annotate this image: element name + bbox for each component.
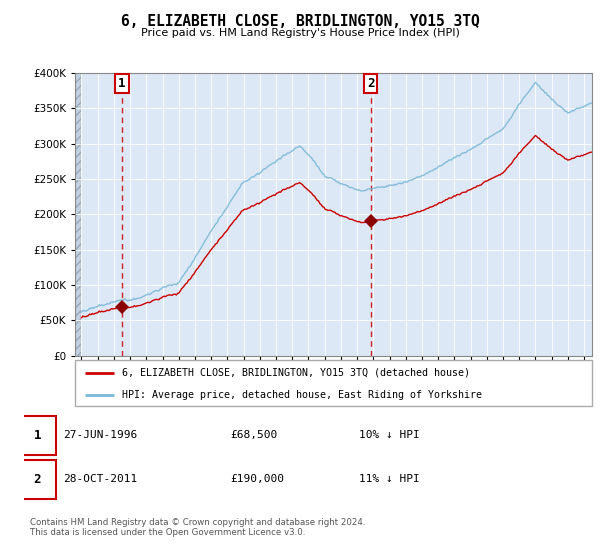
- Text: 1: 1: [118, 77, 126, 90]
- Text: HPI: Average price, detached house, East Riding of Yorkshire: HPI: Average price, detached house, East…: [122, 390, 482, 399]
- Text: 11% ↓ HPI: 11% ↓ HPI: [359, 474, 419, 484]
- Text: 28-OCT-2011: 28-OCT-2011: [63, 474, 137, 484]
- Text: 1: 1: [34, 428, 41, 442]
- Text: Price paid vs. HM Land Registry's House Price Index (HPI): Price paid vs. HM Land Registry's House …: [140, 28, 460, 38]
- Text: 6, ELIZABETH CLOSE, BRIDLINGTON, YO15 3TQ (detached house): 6, ELIZABETH CLOSE, BRIDLINGTON, YO15 3T…: [122, 368, 470, 378]
- Text: Contains HM Land Registry data © Crown copyright and database right 2024.
This d: Contains HM Land Registry data © Crown c…: [30, 518, 365, 538]
- Text: 2: 2: [367, 77, 374, 90]
- Text: 2: 2: [34, 473, 41, 486]
- Text: £190,000: £190,000: [230, 474, 284, 484]
- Text: 27-JUN-1996: 27-JUN-1996: [63, 430, 137, 440]
- FancyBboxPatch shape: [75, 360, 592, 406]
- FancyBboxPatch shape: [19, 460, 56, 499]
- Text: £68,500: £68,500: [230, 430, 278, 440]
- Text: 10% ↓ HPI: 10% ↓ HPI: [359, 430, 419, 440]
- FancyBboxPatch shape: [19, 416, 56, 455]
- Text: 6, ELIZABETH CLOSE, BRIDLINGTON, YO15 3TQ: 6, ELIZABETH CLOSE, BRIDLINGTON, YO15 3T…: [121, 14, 479, 29]
